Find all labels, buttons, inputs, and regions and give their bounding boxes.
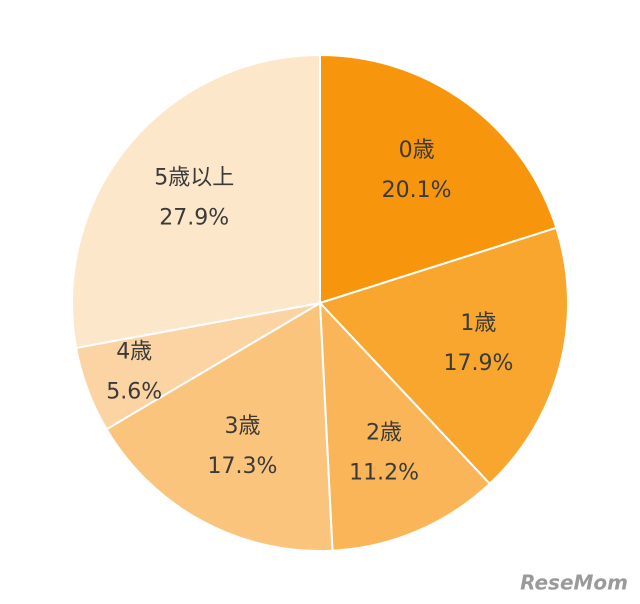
slice-value-label: 20.1% <box>382 178 452 203</box>
pie-slice <box>318 226 569 486</box>
slice-value-label: 5.6% <box>106 380 162 405</box>
pie-slice <box>105 301 334 552</box>
slice-category-label: 2歳 <box>366 421 402 446</box>
slice-category-label: 1歳 <box>460 311 496 336</box>
slice-category-label: 4歳 <box>116 340 152 365</box>
watermark: ReseMom <box>520 571 628 595</box>
slice-value-label: 17.9% <box>443 351 513 376</box>
slice-category-label: 3歳 <box>225 414 261 439</box>
slice-value-label: 17.3% <box>208 454 278 479</box>
pie-slice <box>71 53 321 350</box>
pie-slice <box>319 53 558 305</box>
slice-category-label: 0歳 <box>399 138 435 163</box>
slice-value-label: 27.9% <box>159 205 229 230</box>
slice-category-label: 5歳以上 <box>154 165 234 190</box>
slice-value-label: 11.2% <box>349 461 419 486</box>
pie-slice <box>318 300 492 552</box>
